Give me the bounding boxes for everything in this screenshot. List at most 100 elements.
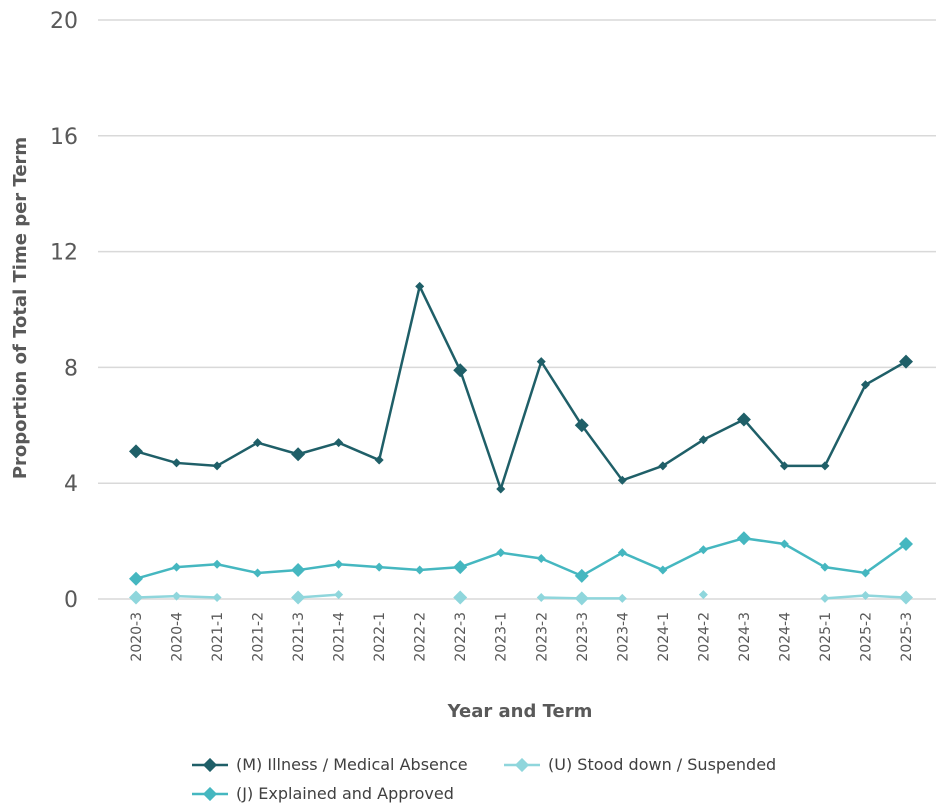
x-tick-label: 2023-2 [534,612,550,662]
data-point[interactable] [860,591,870,601]
x-tick-label: 2020-3 [129,612,145,662]
x-tick-label: 2025-3 [899,612,915,662]
x-tick-label: 2025-1 [818,612,834,662]
series-2 [129,590,913,606]
legend-item-m[interactable]: (M) Illness / Medical Absence [192,755,468,774]
x-axis-title: Year and Term [447,701,593,722]
legend-swatch-m-icon [192,757,228,772]
x-tick-label: 2025-2 [858,612,874,662]
x-tick-label: 2024-3 [737,612,753,662]
data-point[interactable] [536,357,546,367]
data-point[interactable] [172,591,182,601]
data-point[interactable] [334,438,344,448]
data-point[interactable] [212,559,222,569]
gridlines [98,19,936,600]
data-point[interactable] [253,568,263,578]
y-tick-label: 0 [64,588,78,613]
legend-item-u[interactable]: (U) Stood down / Suspended [504,755,776,774]
data-point[interactable] [453,363,468,378]
data-point[interactable] [374,455,384,465]
x-tick-label: 2022-1 [372,612,388,662]
y-tick-label: 12 [50,241,78,266]
data-point[interactable] [617,548,627,558]
data-point[interactable] [374,562,384,572]
data-point[interactable] [453,560,468,575]
x-tick-label: 2021-4 [332,612,348,662]
legend-swatch-u-icon [504,757,540,772]
data-point[interactable] [129,571,143,586]
data-point[interactable] [291,590,306,605]
x-tick-label: 2021-1 [210,612,226,662]
data-point[interactable] [334,559,344,569]
data-point[interactable] [617,593,627,603]
series-0 [129,281,913,494]
data-point[interactable] [453,590,468,605]
series-group [129,281,913,606]
data-point[interactable] [536,593,546,603]
data-point[interactable] [899,536,913,551]
data-point[interactable] [574,418,589,433]
line-chart: 0 4 8 12 16 20 2020-3 2020-4 2021-1 2021-2 2021-3… [10,9,936,722]
data-point[interactable] [172,458,182,468]
data-point[interactable] [172,562,182,572]
y-tick-label: 4 [64,472,78,497]
data-point[interactable] [496,484,506,494]
x-tick-label: 2023-3 [575,612,591,662]
data-point[interactable] [779,461,789,471]
y-tick-label: 8 [64,356,78,381]
series-line [135,285,907,491]
data-point[interactable] [860,568,870,578]
legend-label-j: (J) Explained and Approved [236,784,454,803]
legend-item-j[interactable]: (J) Explained and Approved [192,784,454,803]
data-point[interactable] [658,461,668,471]
x-tick-label: 2024-4 [777,612,793,662]
data-point[interactable] [820,562,830,572]
data-point[interactable] [291,563,306,578]
x-tick-label: 2024-1 [656,612,672,662]
data-point[interactable] [129,444,143,459]
x-tick-label: 2021-3 [291,612,307,662]
data-point[interactable] [212,593,222,603]
x-tick-label: 2020-4 [170,612,186,662]
data-point[interactable] [698,590,708,600]
data-point[interactable] [496,548,506,558]
legend-label-m: (M) Illness / Medical Absence [236,755,468,774]
x-tick-label: 2024-2 [696,612,712,662]
x-tick-label: 2021-2 [251,612,267,662]
data-point[interactable] [698,435,708,445]
x-tick-label: 2022-3 [453,612,469,662]
data-point[interactable] [736,531,751,546]
data-point[interactable] [129,590,143,605]
data-point[interactable] [820,593,830,603]
y-axis-ticks: 0 4 8 12 16 20 [50,9,78,613]
data-point[interactable] [415,281,425,291]
data-point[interactable] [899,590,913,605]
series-1 [129,531,913,586]
data-point[interactable] [415,565,425,575]
y-tick-label: 20 [50,9,78,34]
x-axis-ticks: 2020-3 2020-4 2021-1 2021-2 2021-3 2021-4 2022… [129,612,915,662]
data-point[interactable] [291,447,306,462]
legend-swatch-j-icon [192,786,228,801]
data-point[interactable] [736,412,751,427]
data-point[interactable] [334,590,344,600]
data-point[interactable] [574,591,589,606]
x-tick-label: 2023-1 [494,612,510,662]
legend: (M) Illness / Medical Absence (U) Stood … [192,755,812,811]
data-point[interactable] [212,461,222,471]
series-line [135,536,907,580]
data-point[interactable] [820,461,830,471]
y-axis-title: Proportion of Total Time per Term [10,137,31,479]
data-point[interactable] [617,475,627,485]
data-point[interactable] [899,354,913,369]
series-line [298,593,339,599]
data-point[interactable] [698,545,708,555]
x-tick-label: 2023-4 [615,612,631,662]
data-point[interactable] [658,565,668,575]
data-point[interactable] [536,553,546,563]
data-point[interactable] [779,539,789,549]
y-tick-label: 16 [50,125,78,150]
data-point[interactable] [574,568,589,583]
data-point[interactable] [860,380,870,390]
data-point[interactable] [253,438,263,448]
